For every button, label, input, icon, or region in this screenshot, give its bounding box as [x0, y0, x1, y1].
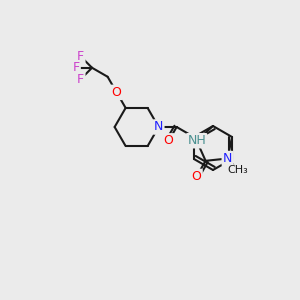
Text: O: O — [112, 86, 122, 99]
Text: F: F — [77, 73, 84, 85]
Text: F: F — [77, 50, 84, 63]
Text: NH: NH — [187, 134, 206, 147]
Text: N: N — [154, 121, 163, 134]
Text: N: N — [223, 152, 232, 165]
Text: O: O — [192, 170, 202, 183]
Text: CH₃: CH₃ — [228, 165, 249, 176]
Text: F: F — [73, 61, 80, 74]
Text: O: O — [164, 134, 174, 147]
